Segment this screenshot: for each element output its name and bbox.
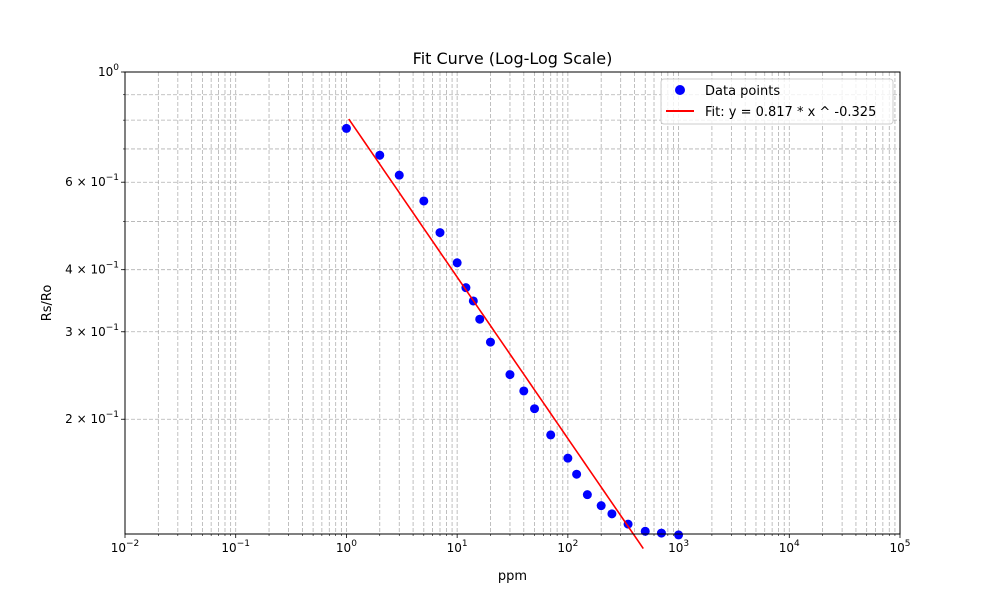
x-tick-label: 10−2 <box>111 539 140 555</box>
x-axis-label: ppm <box>498 569 527 584</box>
axes-frame <box>124 71 901 535</box>
data-point <box>572 469 582 479</box>
data-point <box>530 404 540 414</box>
legend-box <box>660 78 894 125</box>
data-point <box>656 528 666 538</box>
chart-title: Fit Curve (Log-Log Scale) <box>413 49 613 68</box>
plot-area <box>341 118 684 549</box>
legend-marker-data-points <box>675 85 685 95</box>
legend-label-fit: Fit: y = 0.817 * x ^ -0.325 <box>705 105 876 120</box>
grid <box>124 71 901 534</box>
data-point <box>394 170 404 180</box>
fit-line <box>348 118 644 549</box>
data-point <box>485 337 495 347</box>
data-point <box>596 501 606 511</box>
data-point <box>546 430 556 440</box>
data-point <box>475 314 485 324</box>
y-tick-label: 100 <box>98 63 119 79</box>
x-tick-label: 102 <box>557 539 578 555</box>
data-point <box>435 228 445 238</box>
y-axis-label: Rs/Ro <box>40 285 55 322</box>
y-tick-label: 6 × 10−1 <box>65 173 119 189</box>
legend-label-data-points: Data points <box>705 84 780 99</box>
data-point <box>419 196 429 206</box>
y-tick-label: 3 × 10−1 <box>65 323 119 339</box>
data-point <box>375 150 385 160</box>
x-tick-label: 105 <box>889 539 910 555</box>
x-tick-label: 101 <box>447 539 468 555</box>
data-point <box>674 530 684 540</box>
data-point <box>582 490 592 500</box>
data-point <box>607 509 617 519</box>
axis-ticks: 10−2 10−1 100 101 102 103 104 105 100 6 × 10−1 4 ×… <box>65 63 910 555</box>
data-point <box>563 453 573 463</box>
x-tick-label: 103 <box>668 539 689 555</box>
y-tick-label: 2 × 10−1 <box>65 410 119 426</box>
y-tick-label: 4 × 10−1 <box>65 261 119 277</box>
x-tick-label: 104 <box>779 539 800 555</box>
data-point <box>452 258 462 268</box>
data-point <box>505 370 515 380</box>
x-tick-label: 100 <box>336 539 357 555</box>
data-point <box>341 123 351 133</box>
legend: Data points Fit: y = 0.817 * x ^ -0.325 <box>660 78 894 125</box>
x-tick-label: 10−1 <box>221 539 250 555</box>
data-point <box>519 386 529 396</box>
